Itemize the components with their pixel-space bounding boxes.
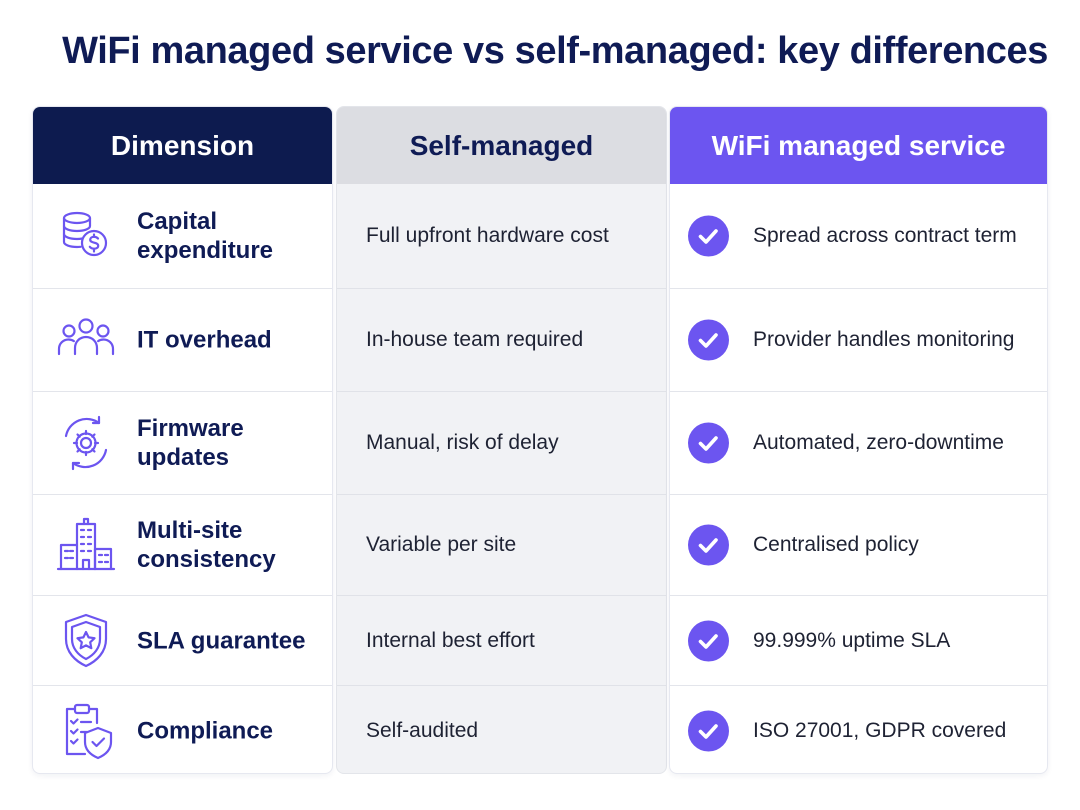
managed-service-text: ISO 27001, GDPR covered: [753, 718, 1007, 742]
clipboard-shield-icon: [55, 700, 117, 762]
dimension-column: Dimension Capital expenditure: [32, 106, 333, 774]
check-circle-icon: [688, 620, 729, 661]
coins-dollar-icon: [55, 205, 117, 267]
self-managed-cell: Internal best effort: [337, 595, 666, 685]
managed-service-cell: ISO 27001, GDPR covered: [670, 685, 1047, 773]
managed-service-cell: Provider handles monitoring: [670, 288, 1047, 391]
managed-service-text: Automated, zero-downtime: [753, 431, 1004, 454]
check-circle-icon: [688, 422, 729, 464]
self-managed-text: Self-audited: [366, 718, 479, 742]
self-managed-cell: In-house team required: [337, 288, 666, 391]
self-managed-text: Full upfront hardware cost: [366, 224, 609, 247]
self-managed-header: Self-managed: [337, 107, 666, 184]
dimension-header: Dimension: [33, 107, 332, 184]
buildings-icon: [55, 514, 117, 576]
managed-service-text: 99.999% uptime SLA: [753, 628, 951, 652]
dimension-row: Firmware updates: [33, 391, 332, 494]
dimension-row: IT overhead: [33, 288, 332, 391]
people-group-icon: [55, 309, 117, 371]
dimension-row: Multi-site consistency: [33, 494, 332, 595]
managed-service-column: WiFi managed service Spread across contr…: [669, 106, 1048, 774]
dimension-label: Multi-site consistency: [137, 517, 276, 573]
self-managed-text: Internal best effort: [366, 628, 535, 652]
dimension-row: Capital expenditure: [33, 184, 332, 288]
self-managed-cell: Self-audited: [337, 685, 666, 773]
dimension-label: SLA guarantee: [137, 627, 306, 654]
dimension-label: IT overhead: [137, 326, 272, 354]
managed-service-cell: Centralised policy: [670, 494, 1047, 595]
page-title: WiFi managed service vs self-managed: ke…: [62, 30, 1048, 72]
dimension-row: SLA guarantee: [33, 595, 332, 685]
self-managed-column: Self-managed Full upfront hardware cost …: [336, 106, 667, 774]
managed-service-cell: Spread across contract term: [670, 184, 1047, 288]
managed-service-header: WiFi managed service: [670, 107, 1047, 184]
managed-service-cell: Automated, zero-downtime: [670, 391, 1047, 494]
dimension-label: Firmware updates: [137, 415, 244, 471]
gear-refresh-icon: [55, 412, 117, 474]
self-managed-cell: Variable per site: [337, 494, 666, 595]
dimension-label: Capital expenditure: [137, 208, 274, 264]
dimension-label: Compliance: [137, 717, 274, 744]
dimension-row: Compliance: [33, 685, 332, 773]
self-managed-text: Variable per site: [366, 533, 517, 556]
self-managed-text: Manual, risk of delay: [366, 431, 559, 454]
managed-service-cell: 99.999% uptime SLA: [670, 595, 1047, 685]
managed-service-text: Provider handles monitoring: [753, 328, 1015, 351]
check-circle-icon: [688, 215, 729, 257]
check-circle-icon: [688, 710, 729, 751]
self-managed-text: In-house team required: [366, 328, 584, 351]
check-circle-icon: [688, 524, 729, 566]
check-circle-icon: [688, 319, 729, 361]
self-managed-cell: Full upfront hardware cost: [337, 184, 666, 288]
self-managed-cell: Manual, risk of delay: [337, 391, 666, 494]
shield-star-icon: [55, 610, 117, 672]
managed-service-text: Centralised policy: [753, 533, 919, 556]
managed-service-text: Spread across contract term: [753, 224, 1017, 247]
